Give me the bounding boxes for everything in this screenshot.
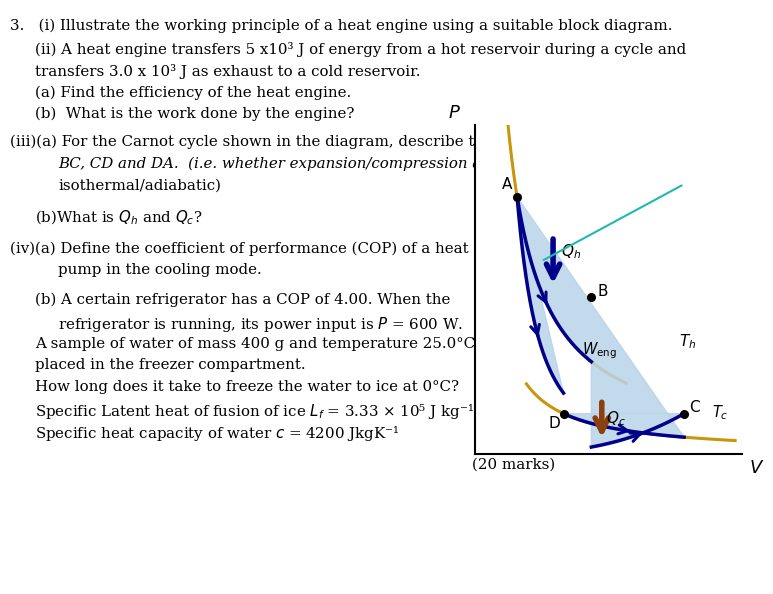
Text: (b)  What is the work done by the engine?: (b) What is the work done by the engine? — [35, 107, 354, 121]
Text: D: D — [549, 416, 560, 431]
Text: C: C — [689, 400, 700, 415]
Text: BC, CD and DA.  (i.e. whether expansion/compression and: BC, CD and DA. (i.e. whether expansion/c… — [58, 156, 500, 170]
Text: 3.   (i) Illustrate the working principle of a heat engine using a suitable bloc: 3. (i) Illustrate the working principle … — [10, 19, 673, 33]
Text: Specific Latent heat of fusion of ice $L_f$ = 3.33 × 10⁵ J kg⁻¹: Specific Latent heat of fusion of ice $L… — [35, 402, 474, 421]
Text: B: B — [597, 284, 608, 299]
Text: refrigerator is running, its power input is $P$ = 600 W.: refrigerator is running, its power input… — [58, 315, 463, 334]
Text: (ii) A heat engine transfers 5 x10³ J of energy from a hot reservoir during a cy: (ii) A heat engine transfers 5 x10³ J of… — [35, 42, 686, 56]
Text: A: A — [502, 177, 512, 192]
Text: pump in the cooling mode.: pump in the cooling mode. — [58, 263, 262, 277]
Text: V: V — [750, 459, 762, 476]
Text: (iii)(a) For the Carnot cycle shown in the diagram, describe the four steps AB,: (iii)(a) For the Carnot cycle shown in t… — [10, 135, 605, 149]
Text: A sample of water of mass 400 g and temperature 25.0°C is: A sample of water of mass 400 g and temp… — [35, 337, 492, 351]
Text: How long does it take to freeze the water to ice at 0°C?: How long does it take to freeze the wate… — [35, 380, 459, 394]
Text: P: P — [448, 104, 460, 122]
Polygon shape — [517, 197, 684, 447]
Text: (20 marks): (20 marks) — [472, 457, 555, 472]
Text: (b) A certain refrigerator has a COP of 4.00. When the: (b) A certain refrigerator has a COP of … — [35, 293, 450, 307]
Text: transfers 3.0 x 10³ J as exhaust to a cold reservoir.: transfers 3.0 x 10³ J as exhaust to a co… — [35, 64, 421, 78]
Text: isothermal/adiabatic): isothermal/adiabatic) — [58, 178, 221, 192]
Text: Specific heat capacity of water $c$ = 4200 JkgK⁻¹: Specific heat capacity of water $c$ = 42… — [35, 424, 399, 443]
Text: $T_h$: $T_h$ — [679, 332, 696, 351]
Text: $T_c$: $T_c$ — [712, 403, 728, 422]
Text: (b)What is $Q_h$ and $Q_c$?: (b)What is $Q_h$ and $Q_c$? — [35, 209, 203, 228]
Text: (a) Find the efficiency of the heat engine.: (a) Find the efficiency of the heat engi… — [35, 86, 351, 100]
Text: (iv)(a) Define the coefficient of performance (COP) of a heat: (iv)(a) Define the coefficient of perfor… — [10, 242, 468, 256]
Text: $Q_c$: $Q_c$ — [606, 409, 625, 428]
Text: done: done — [700, 197, 737, 211]
Text: $W_\mathrm{eng}$: $W_\mathrm{eng}$ — [582, 340, 617, 361]
Text: placed in the freezer compartment.: placed in the freezer compartment. — [35, 358, 305, 372]
Text: Work: Work — [699, 178, 739, 192]
Text: $Q_h$: $Q_h$ — [561, 242, 581, 261]
